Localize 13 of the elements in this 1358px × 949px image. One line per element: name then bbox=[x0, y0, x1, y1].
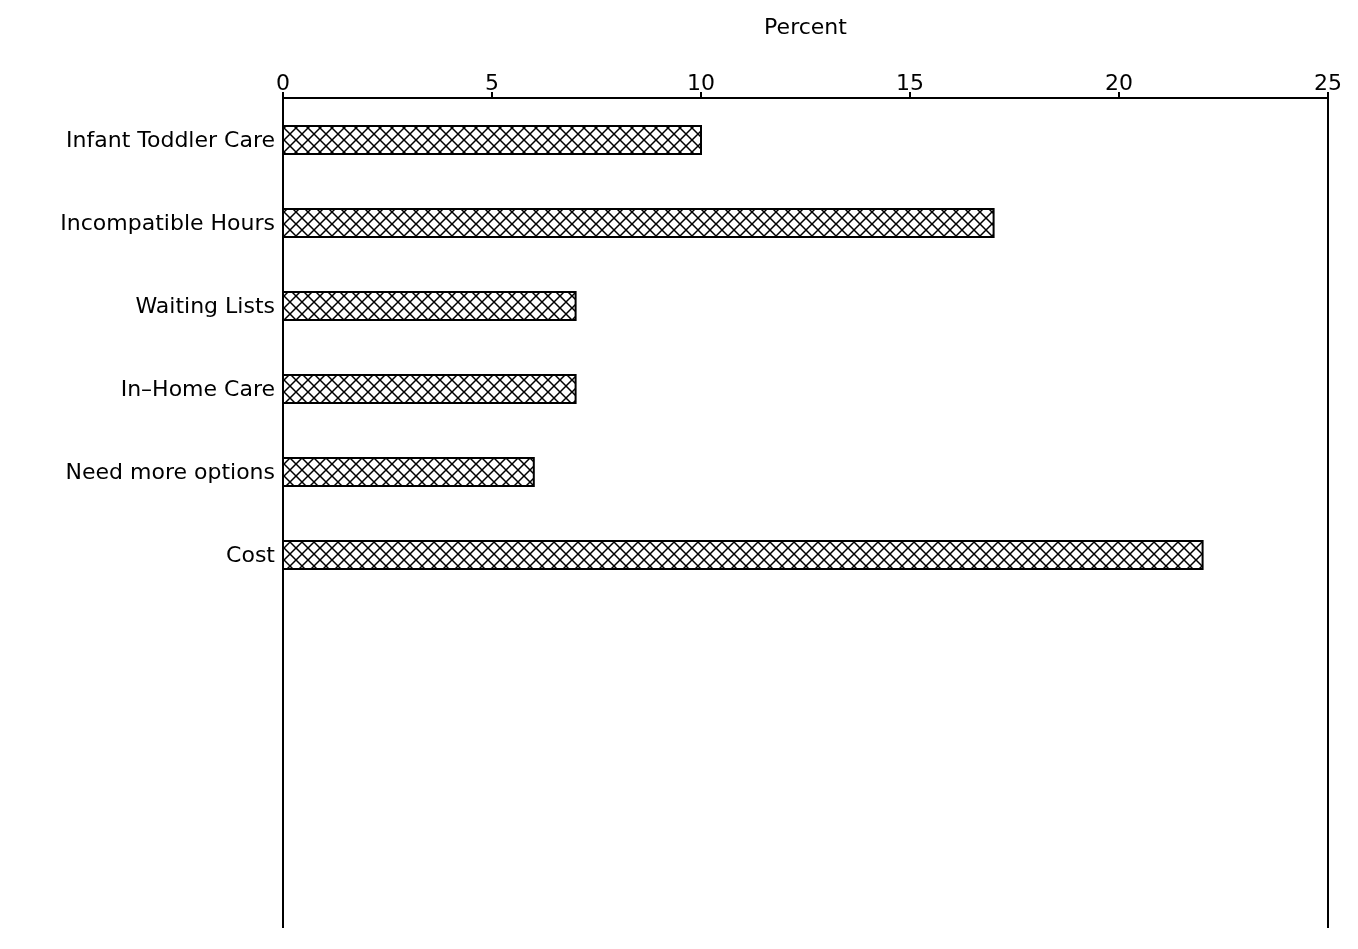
y-tick-label: Need more options bbox=[65, 459, 275, 485]
y-tick-label: In–Home Care bbox=[120, 376, 275, 402]
y-tick-label: Waiting Lists bbox=[135, 293, 275, 319]
x-tick-label: 0 bbox=[276, 70, 290, 95]
x-tick-label: 25 bbox=[1314, 70, 1342, 95]
x-axis-title: Percent bbox=[764, 13, 848, 39]
x-tick-label: 15 bbox=[896, 70, 924, 95]
x-tick-label: 5 bbox=[485, 70, 499, 95]
y-tick-label: Cost bbox=[226, 542, 276, 568]
x-tick-label: 10 bbox=[687, 70, 715, 95]
x-tick-label: 20 bbox=[1105, 70, 1133, 95]
y-tick-label: Incompatible Hours bbox=[60, 210, 275, 236]
y-tick-label: Infant Toddler Care bbox=[66, 127, 275, 153]
